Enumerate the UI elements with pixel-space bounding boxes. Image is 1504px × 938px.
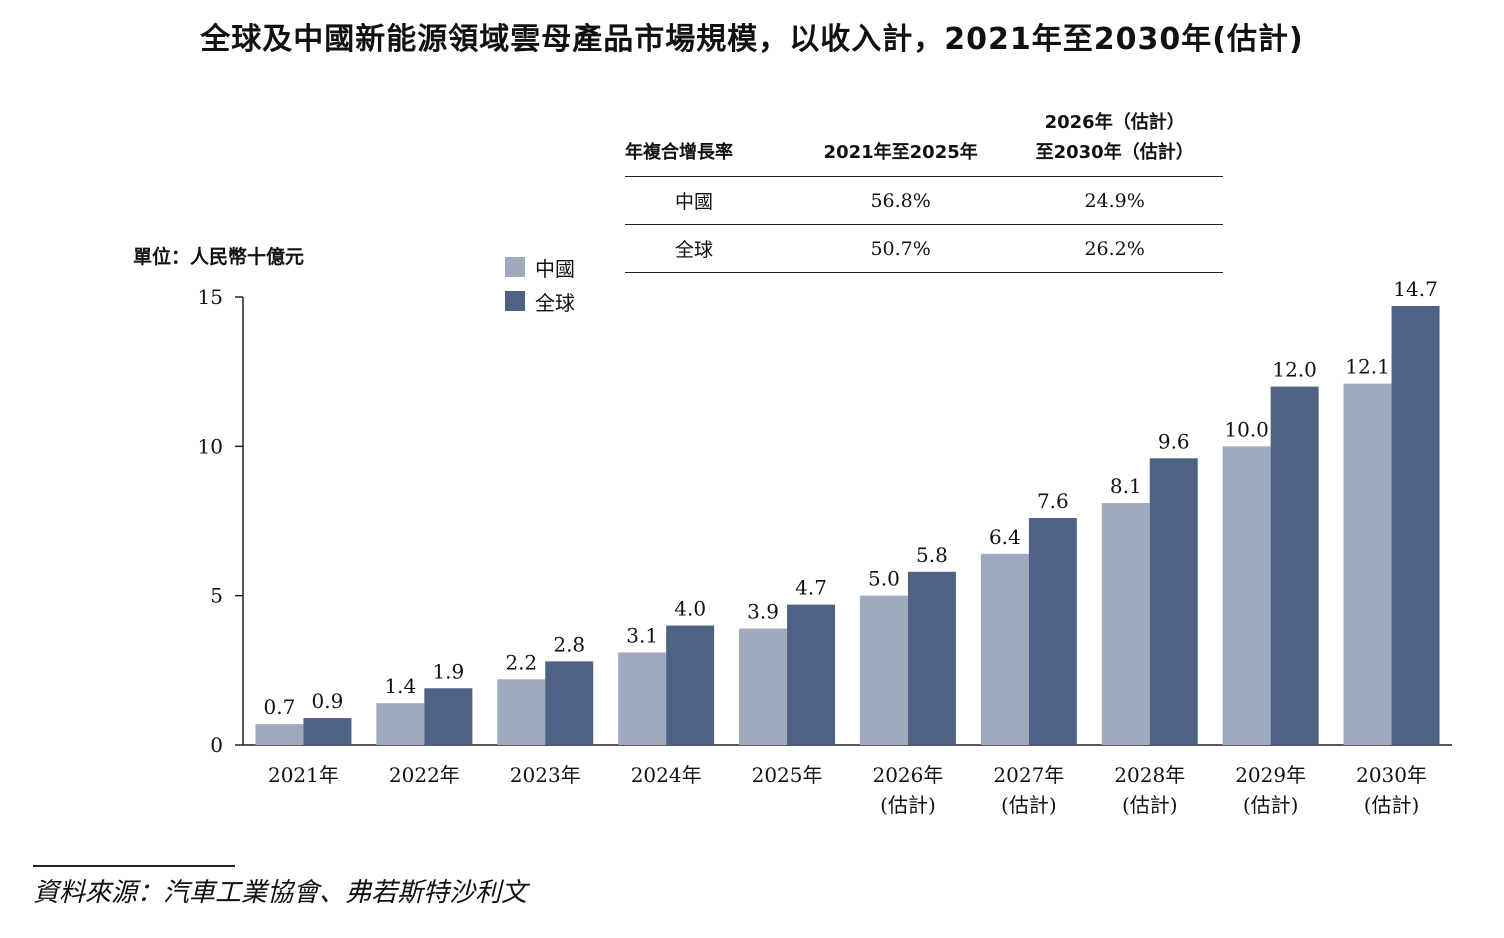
bar-china <box>859 595 908 745</box>
source-note: 資料來源：汽車工業協會、弗若斯特沙利文 <box>33 878 528 908</box>
cagr-header-2026-line1: 2026年（估計） <box>1044 112 1185 133</box>
x-tick-sublabel: (估計) <box>880 793 936 817</box>
cagr-header-2026-2030: 2026年（估計） 至2030年（估計） <box>1006 108 1223 177</box>
bar-global <box>1028 518 1077 745</box>
y-tick-label: 0 <box>210 733 223 757</box>
cagr-row-china: 中國 56.8% 24.9% <box>625 176 1223 225</box>
data-label-china: 2.2 <box>505 650 537 674</box>
legend: 中國 全球 <box>505 250 575 318</box>
x-tick-label: 2023年 <box>510 763 581 787</box>
y-tick-label: 10 <box>198 434 223 458</box>
cagr-row-global: 全球 50.7% 26.2% <box>625 224 1223 273</box>
bar-china <box>497 679 546 745</box>
data-label-global: 9.6 <box>1158 429 1190 453</box>
x-tick-label: 2030年 <box>1356 763 1427 787</box>
x-tick-sublabel: (估計) <box>1001 793 1057 817</box>
x-tick-label: 2027年 <box>993 763 1064 787</box>
data-label-global: 2.8 <box>553 632 585 656</box>
cagr-cell: 56.8% <box>795 176 1007 225</box>
bar-global <box>303 718 352 745</box>
cagr-row-label: 中國 <box>625 176 795 225</box>
legend-item-china: 中國 <box>505 250 575 284</box>
data-label-global: 12.0 <box>1272 358 1317 382</box>
bar-china <box>739 628 788 745</box>
bar-china <box>980 553 1029 745</box>
bar-global <box>787 604 836 745</box>
data-label-china: 3.1 <box>626 623 658 647</box>
data-label-china: 5.0 <box>868 567 900 591</box>
data-label-china: 0.7 <box>264 695 296 719</box>
data-label-china: 10.0 <box>1224 417 1269 441</box>
data-label-global: 14.7 <box>1393 277 1438 301</box>
cagr-cell: 26.2% <box>1006 224 1223 273</box>
data-label-global: 5.8 <box>916 543 948 567</box>
chart-title: 全球及中國新能源領域雲母產品市場規模，以收入計，2021年至2030年(估計) <box>200 22 1304 57</box>
x-tick-label: 2025年 <box>752 763 823 787</box>
x-tick-label: 2029年 <box>1235 763 1306 787</box>
cagr-header-label: 年複合增長率 <box>625 108 795 177</box>
cagr-row-label: 全球 <box>625 224 795 273</box>
data-label-china: 12.1 <box>1345 355 1390 379</box>
cagr-cell: 50.7% <box>795 224 1007 273</box>
bar-global <box>1270 386 1319 745</box>
bar-china <box>1343 383 1392 745</box>
bar-global <box>424 688 473 745</box>
data-label-global: 7.6 <box>1037 489 1069 513</box>
data-label-china: 8.1 <box>1110 474 1142 498</box>
data-label-global: 0.9 <box>312 689 344 713</box>
data-label-china: 3.9 <box>747 600 779 624</box>
data-label-china: 6.4 <box>989 525 1021 549</box>
bar-global <box>666 625 715 745</box>
legend-label-china: 中國 <box>535 256 575 281</box>
y-axis-unit-label: 單位：人民幣十億元 <box>133 246 305 268</box>
x-tick-sublabel: (估計) <box>1364 793 1420 817</box>
bar-global <box>545 661 594 745</box>
bar-china <box>1222 446 1271 745</box>
legend-swatch-global <box>505 291 525 311</box>
cagr-header-row: 年複合增長率 2021年至2025年 2026年（估計） 至2030年（估計） <box>625 108 1223 177</box>
data-label-global: 1.9 <box>432 659 464 683</box>
x-tick-label: 2022年 <box>389 763 460 787</box>
cagr-header-2026-line2: 至2030年（估計） <box>1035 142 1194 163</box>
legend-label-global: 全球 <box>535 290 575 315</box>
bar-global <box>907 571 956 745</box>
data-label-global: 4.0 <box>674 597 706 621</box>
x-tick-label: 2028年 <box>1114 763 1185 787</box>
y-tick-label: 5 <box>210 584 223 608</box>
y-tick-label: 15 <box>198 285 223 309</box>
bar-china <box>376 703 425 745</box>
cagr-cell: 24.9% <box>1006 176 1223 225</box>
bar-global <box>1149 458 1198 745</box>
legend-item-global: 全球 <box>505 284 575 318</box>
x-tick-label: 2021年 <box>268 763 339 787</box>
source-divider <box>33 865 235 867</box>
x-tick-label: 2026年 <box>872 763 943 787</box>
cagr-table: 年複合增長率 2021年至2025年 2026年（估計） 至2030年（估計） … <box>625 108 1223 273</box>
data-label-global: 4.7 <box>795 576 827 600</box>
data-label-china: 1.4 <box>384 674 416 698</box>
cagr-header-2021-2025: 2021年至2025年 <box>795 108 1007 177</box>
x-tick-label: 2024年 <box>631 763 702 787</box>
bar-global <box>1391 305 1440 745</box>
legend-swatch-china <box>505 257 525 277</box>
x-tick-sublabel: (估計) <box>1122 793 1178 817</box>
bar-china <box>618 652 667 745</box>
bar-china <box>255 724 304 745</box>
bar-china <box>1101 503 1150 745</box>
x-tick-sublabel: (估計) <box>1243 793 1299 817</box>
